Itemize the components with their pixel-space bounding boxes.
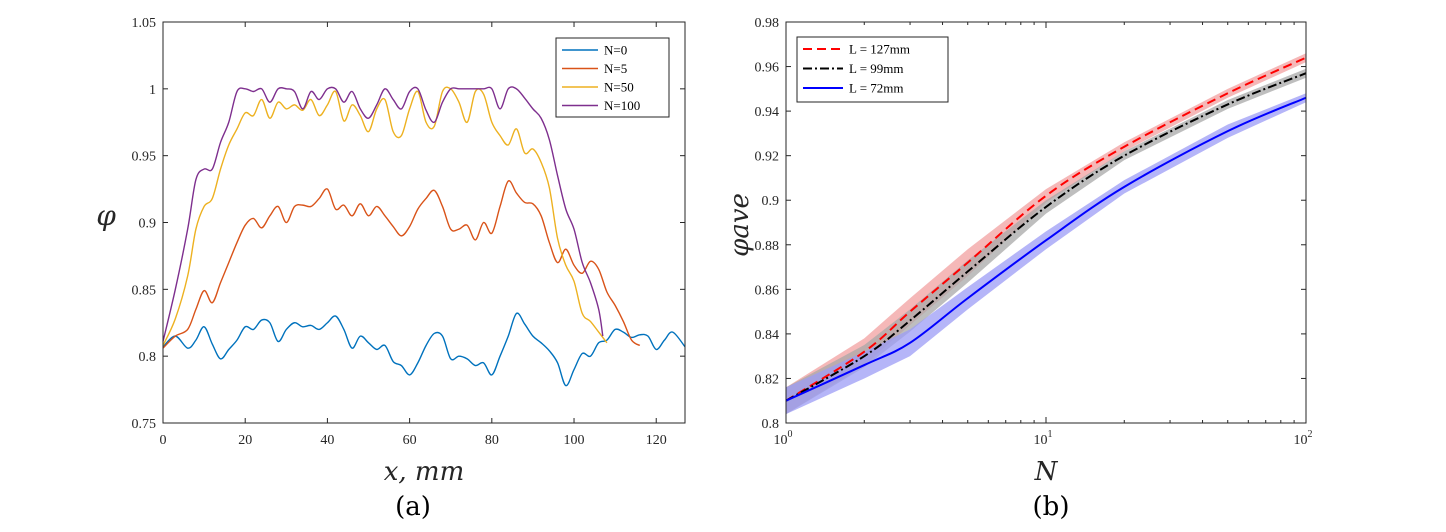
panel-a-ytick-label: 0.95 <box>132 150 157 165</box>
panel-a-ytick-label: 0.8 <box>139 350 157 365</box>
panel-a-axes-box <box>162 21 686 424</box>
panel-a-xtick-label: 60 <box>403 433 417 448</box>
panel-b-ytick-label: 0.96 <box>755 61 780 76</box>
panel-a-xtick-label: 120 <box>646 433 667 448</box>
panel-b-ytick-label: 0.98 <box>755 16 780 31</box>
panel-b-confidence-band-2 <box>786 93 1306 415</box>
panel-b-ytick-label: 0.9 <box>762 194 780 209</box>
panel-b: 100 101 102 0.8 0.82 0.84 0.86 0.88 0.9 0.92 0.94 0… <box>725 16 1313 522</box>
panel-b-ylabel: φave <box>725 193 755 257</box>
panel-a-ytick-label: 0.9 <box>139 217 157 232</box>
panel-a-legend-box <box>555 37 670 118</box>
panel-b-caption: (b) <box>1033 492 1070 522</box>
panel-b-ytick-label: 0.94 <box>755 105 780 120</box>
panel-a-caption: (a) <box>395 492 431 522</box>
panel-b-xlabel: N <box>1034 457 1059 487</box>
panel-b-legend-label: L = 127mm <box>849 42 910 57</box>
panel-a-legend-label: N=0 <box>604 43 627 58</box>
panel-b-legend-label: L = 99mm <box>849 61 904 76</box>
panel-a-xtick-label: 0 <box>160 433 167 448</box>
panel-a: 0 20 40 60 80 100 120 0.75 0.8 0.85 0.9 0.95 1 1.05 N… <box>96 16 686 522</box>
panel-b-xtick-label: 100 <box>774 429 793 448</box>
panel-a-legend-label: N=5 <box>604 61 627 76</box>
panel-b-ytick-label: 0.86 <box>755 283 780 298</box>
panel-b-series-line-0 <box>785 56 1307 402</box>
panel-b-xtick-label: 101 <box>1034 429 1053 448</box>
panel-b-legend-label: L = 72mm <box>849 81 904 96</box>
panel-a-xtick-label: 80 <box>485 433 499 448</box>
panel-a-ytick-label: 0.85 <box>132 283 157 298</box>
panel-a-xlabel: x, mm <box>384 457 465 487</box>
panel-a-ylabel: φ <box>96 199 116 232</box>
panel-b-ytick-label: 0.82 <box>755 372 780 387</box>
panel-a-ytick-label: 1 <box>149 83 156 98</box>
panel-a-legend-label: N=100 <box>604 98 640 113</box>
panel-a-xtick-label: 40 <box>320 433 334 448</box>
panel-a-series-line-1 <box>162 180 641 349</box>
panel-b-ytick-label: 0.92 <box>755 150 780 165</box>
panel-a-series-line-2 <box>162 86 608 346</box>
panel-a-xtick-label: 100 <box>564 433 585 448</box>
panel-b-ytick-label: 0.8 <box>762 417 780 432</box>
panel-b-ytick-label: 0.88 <box>755 239 780 254</box>
panel-b-series-line-2 <box>785 96 1307 402</box>
panel-a-series-line-0 <box>162 312 686 387</box>
panel-b-ytick-label: 0.84 <box>755 328 780 343</box>
panel-a-series-line-3 <box>162 86 604 342</box>
panel-a-ytick-label: 0.75 <box>132 417 157 432</box>
panel-a-xtick-label: 20 <box>238 433 252 448</box>
panel-a-ytick-label: 1.05 <box>132 16 157 31</box>
panel-b-series-line-1 <box>785 72 1307 402</box>
panel-b-axes-box <box>785 21 1307 424</box>
panel-a-legend-label: N=50 <box>604 80 634 95</box>
panel-a-legend: N=0 N=5 N=50 N=100 <box>555 37 670 118</box>
panel-b-legend: L = 127mm L = 99mm L = 72mm <box>796 36 949 103</box>
panel-b-xtick-label: 102 <box>1294 429 1313 448</box>
